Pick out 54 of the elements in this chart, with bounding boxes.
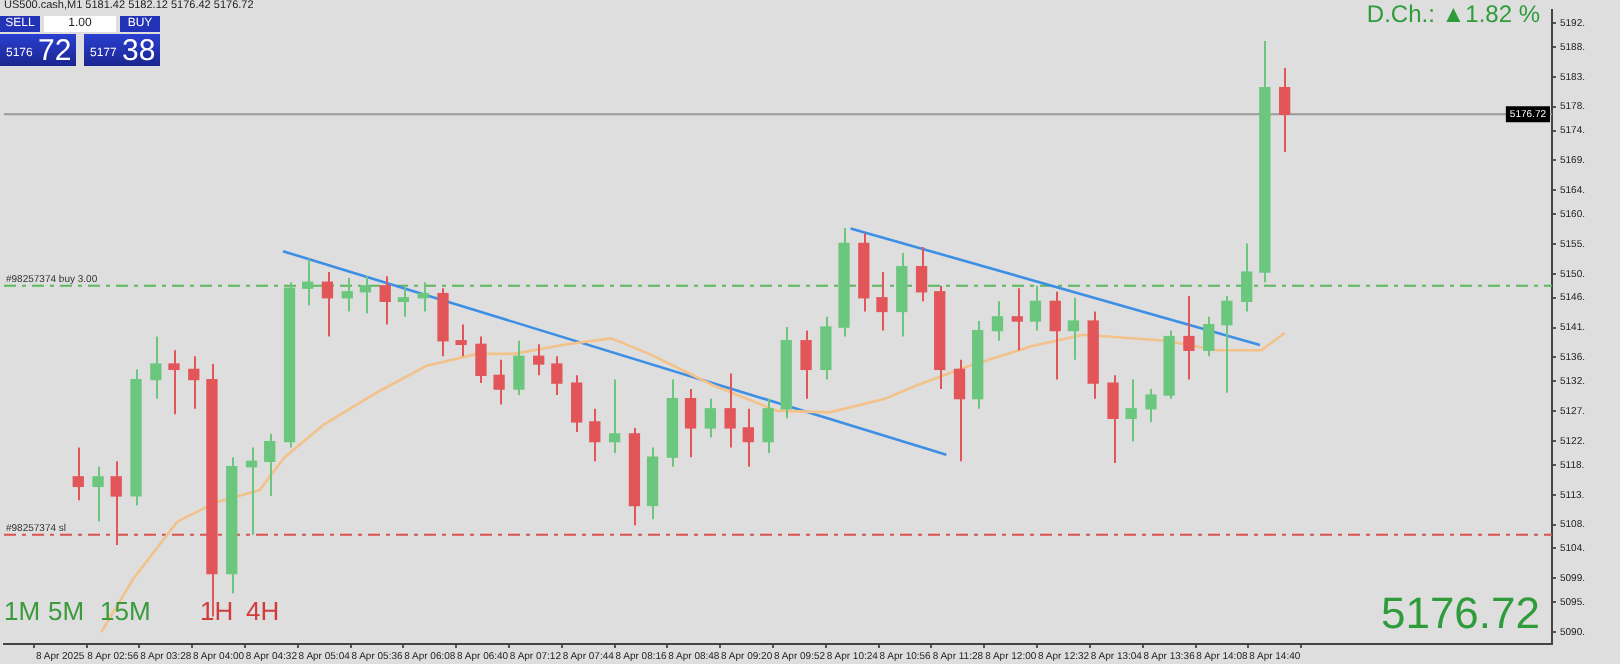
candlestick — [302, 257, 314, 307]
candlestick — [724, 372, 736, 449]
candlestick — [551, 355, 563, 397]
candlestick — [571, 374, 583, 434]
candlestick — [341, 277, 353, 313]
annotation: 1M — [4, 596, 41, 626]
candlestick — [455, 323, 467, 358]
candlestick — [321, 271, 334, 338]
candlestick — [1011, 287, 1023, 352]
candlestick — [359, 275, 372, 315]
candlestick — [168, 349, 180, 416]
candlestick — [1107, 374, 1119, 465]
candlestick — [800, 329, 812, 400]
candlestick — [704, 397, 716, 439]
annotation: 4H — [246, 596, 280, 626]
candlestick — [762, 397, 774, 454]
candlestick — [72, 446, 84, 502]
candlestick — [1125, 378, 1137, 443]
candlestick — [876, 271, 888, 332]
candlestick — [1067, 296, 1080, 361]
candlestick — [991, 300, 1004, 342]
candlestick — [915, 246, 928, 303]
annotation: 5176.72 — [1380, 588, 1540, 638]
candlestick — [589, 407, 601, 463]
candlestick — [92, 465, 104, 523]
candlestick — [1145, 388, 1157, 423]
annotation: 38 — [122, 34, 156, 68]
annotation: 72 — [38, 34, 72, 68]
candlestick — [953, 358, 966, 463]
candlestick — [820, 315, 832, 381]
candlestick — [684, 388, 697, 459]
candlestick — [1221, 294, 1233, 394]
candlestick — [379, 275, 391, 326]
candlestick — [533, 343, 545, 377]
candlestick — [1183, 294, 1195, 381]
candlestick — [493, 358, 505, 406]
candlestick — [475, 335, 487, 385]
candlestick — [1203, 315, 1215, 358]
candlestick — [188, 355, 200, 410]
candlestick — [742, 407, 754, 468]
candlestick — [1278, 66, 1291, 154]
candlestick — [397, 287, 410, 318]
candlestick — [1241, 242, 1253, 313]
candlestick — [513, 339, 525, 397]
annotation: 5M — [48, 596, 85, 626]
annotation: 15M — [100, 596, 151, 626]
candlestick — [1049, 290, 1061, 381]
candlestick — [896, 251, 908, 338]
candlestick — [150, 335, 162, 400]
candlestick — [1029, 284, 1042, 332]
candlestick — [264, 432, 276, 497]
candlestick — [608, 378, 621, 454]
annotation: D.Ch.: ▲1.82 % — [1366, 0, 1540, 28]
annotation: 1H — [200, 596, 234, 626]
